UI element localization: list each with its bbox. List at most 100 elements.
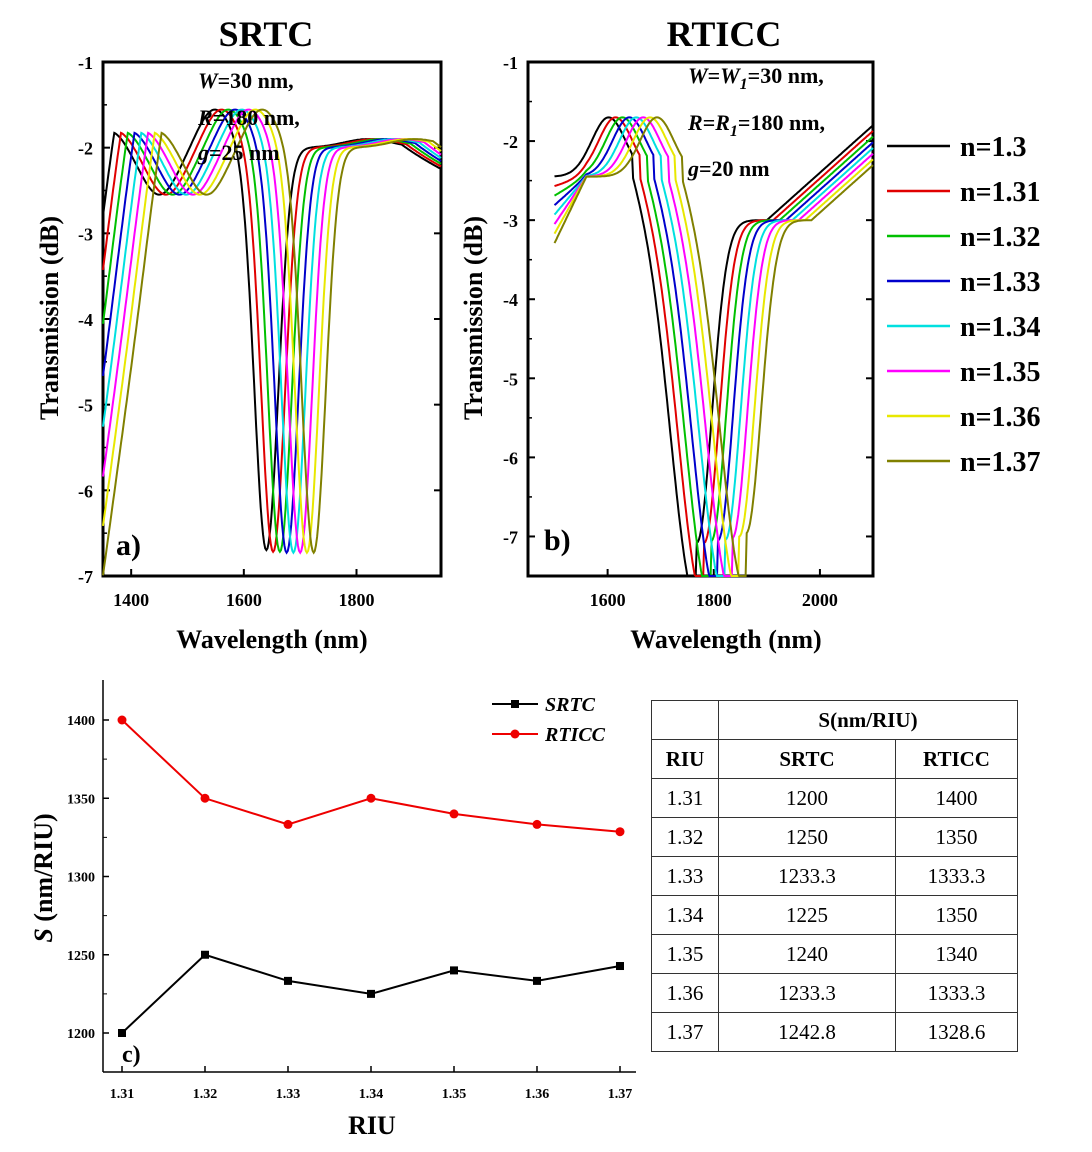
panel-c-series [117, 715, 625, 1037]
legend-label: n=1.33 [960, 267, 1041, 298]
data-point [615, 827, 625, 837]
y-tick-label: -7 [78, 567, 93, 587]
table-cell: 1.36 [651, 973, 719, 1013]
param-g-text: =25 nm [209, 140, 280, 165]
x-tick-label: 1600 [226, 590, 262, 610]
panel-a-ylabel: Transmission (dB) [35, 216, 64, 420]
table-row: 1.32 1250 1350 [651, 817, 1018, 857]
x-tick-label: 2000 [802, 590, 838, 610]
y-tick-label: -2 [78, 139, 93, 159]
panel-a-label: a) [116, 529, 141, 562]
data-point [284, 976, 292, 985]
series-line [554, 116, 874, 577]
data-point [117, 715, 127, 725]
x-tick-label: 1.36 [525, 1087, 550, 1102]
data-point [532, 819, 542, 829]
series-line [553, 116, 874, 577]
series-line [102, 108, 442, 555]
x-tick-label: 1.32 [193, 1087, 218, 1102]
x-tick-label: 1.31 [110, 1087, 135, 1102]
table-cell: 1333.3 [895, 973, 1018, 1013]
table-group-header: S(nm/RIU) [718, 700, 1018, 740]
data-point [118, 1029, 126, 1037]
table-header-rticc: RTICC [895, 739, 1018, 779]
panel-b-ylabel: Transmission (dB) [459, 216, 488, 420]
table-cell: 1333.3 [895, 856, 1018, 896]
svg-text:R=R1=180 nm,: R=R1=180 nm, [687, 110, 825, 140]
x-tick-label: 1600 [590, 590, 626, 610]
param-r-text: =180 nm, [213, 105, 300, 130]
param-w-text: =30 nm, [218, 68, 294, 93]
table-cell: 1242.8 [718, 1012, 896, 1052]
series-line [553, 116, 874, 577]
panel-b-title: RTICC [667, 14, 782, 54]
table-cell: 1233.3 [718, 856, 896, 896]
table-row: 1.34 1225 1350 [651, 895, 1018, 935]
legend-label: SRTC [545, 694, 596, 716]
table-cell: 1.33 [651, 856, 719, 896]
y-tick-label: 1400 [67, 714, 95, 729]
table-cell: 1225 [718, 895, 896, 935]
y-tick-label: -1 [78, 53, 93, 73]
table-cell: 1233.3 [718, 973, 896, 1013]
table-cell: 1.34 [651, 895, 719, 935]
data-point [450, 966, 458, 975]
svg-text:W=W1=30 nm,: W=W1=30 nm, [688, 63, 824, 93]
legend-label: n=1.35 [960, 357, 1041, 388]
svg-text:R=180 nm,: R=180 nm, [197, 105, 300, 130]
legend-label: n=1.34 [960, 312, 1041, 343]
legend-label: n=1.36 [960, 402, 1041, 433]
legend-label: RTICC [544, 724, 606, 746]
data-point [201, 950, 209, 959]
y-tick-label: 1350 [67, 792, 95, 807]
data-point [366, 793, 376, 803]
panel-b-label: b) [544, 524, 571, 557]
table-row: 1.35 1240 1340 [651, 934, 1018, 974]
data-point [449, 809, 459, 819]
table-cell: 1.37 [651, 1012, 719, 1052]
panel-a-annotation: W=30 nm, R=180 nm, g=25 nm [197, 68, 300, 165]
param-g-symbol: g [197, 140, 209, 165]
y-tick-label: -6 [503, 448, 518, 468]
table-cell: 1250 [718, 817, 896, 857]
table-cell: 1240 [718, 934, 896, 974]
panel-c-ylabel: S (nm/RIU) [29, 813, 58, 942]
legend-label: n=1.32 [960, 222, 1041, 253]
y-tick-label: -4 [503, 290, 518, 310]
data-point [283, 819, 293, 829]
panel-a-series [102, 108, 442, 576]
data-point [367, 989, 375, 998]
x-tick-label: 1.37 [608, 1087, 633, 1102]
x-tick-label: 1.34 [359, 1087, 384, 1102]
legend-label: n=1.3 [960, 132, 1027, 163]
table-cell: 1.35 [651, 934, 719, 974]
panel-c-axes: 1200 1250 1300 1350 1400 1.31 1.32 1.33 1.34 1.35… [67, 680, 636, 1102]
table-cell: 1350 [895, 895, 1018, 935]
series-line [553, 116, 874, 577]
legend-refractive-index: n=1.3 n=1.31 n=1.32 n=1.33 n=1.34 n=1.35 n=1.3… [887, 132, 1041, 478]
series-line [102, 108, 442, 555]
table-row: 1.33 1233.3 1333.3 [651, 856, 1018, 896]
legend-label: n=1.37 [960, 447, 1041, 478]
table-cell: 1340 [895, 934, 1018, 974]
series-line [554, 116, 874, 577]
legend-marker [511, 700, 519, 708]
legend-label: n=1.31 [960, 177, 1041, 208]
y-tick-label: 1250 [67, 949, 95, 964]
table-corner-cell [651, 700, 719, 740]
param-w-symbol: W [198, 68, 219, 93]
y-tick-label: 1300 [67, 871, 95, 886]
panel-c-xlabel: RIU [348, 1111, 396, 1140]
table-row: 1.31 1200 1400 [651, 778, 1018, 818]
svg-text:g=25 nm: g=25 nm [197, 140, 280, 165]
x-tick-label: 1400 [113, 590, 149, 610]
series-line [102, 108, 442, 576]
table-cell: 1200 [718, 778, 896, 818]
table-row: 1.37 1242.8 1328.6 [651, 1012, 1018, 1052]
y-tick-label: -6 [78, 481, 93, 501]
x-tick-label: 1.35 [442, 1087, 467, 1102]
panel-c-label: c) [122, 1042, 141, 1068]
table-row: 1.36 1233.3 1333.3 [651, 973, 1018, 1013]
panel-a-xlabel: Wavelength (nm) [176, 625, 367, 654]
